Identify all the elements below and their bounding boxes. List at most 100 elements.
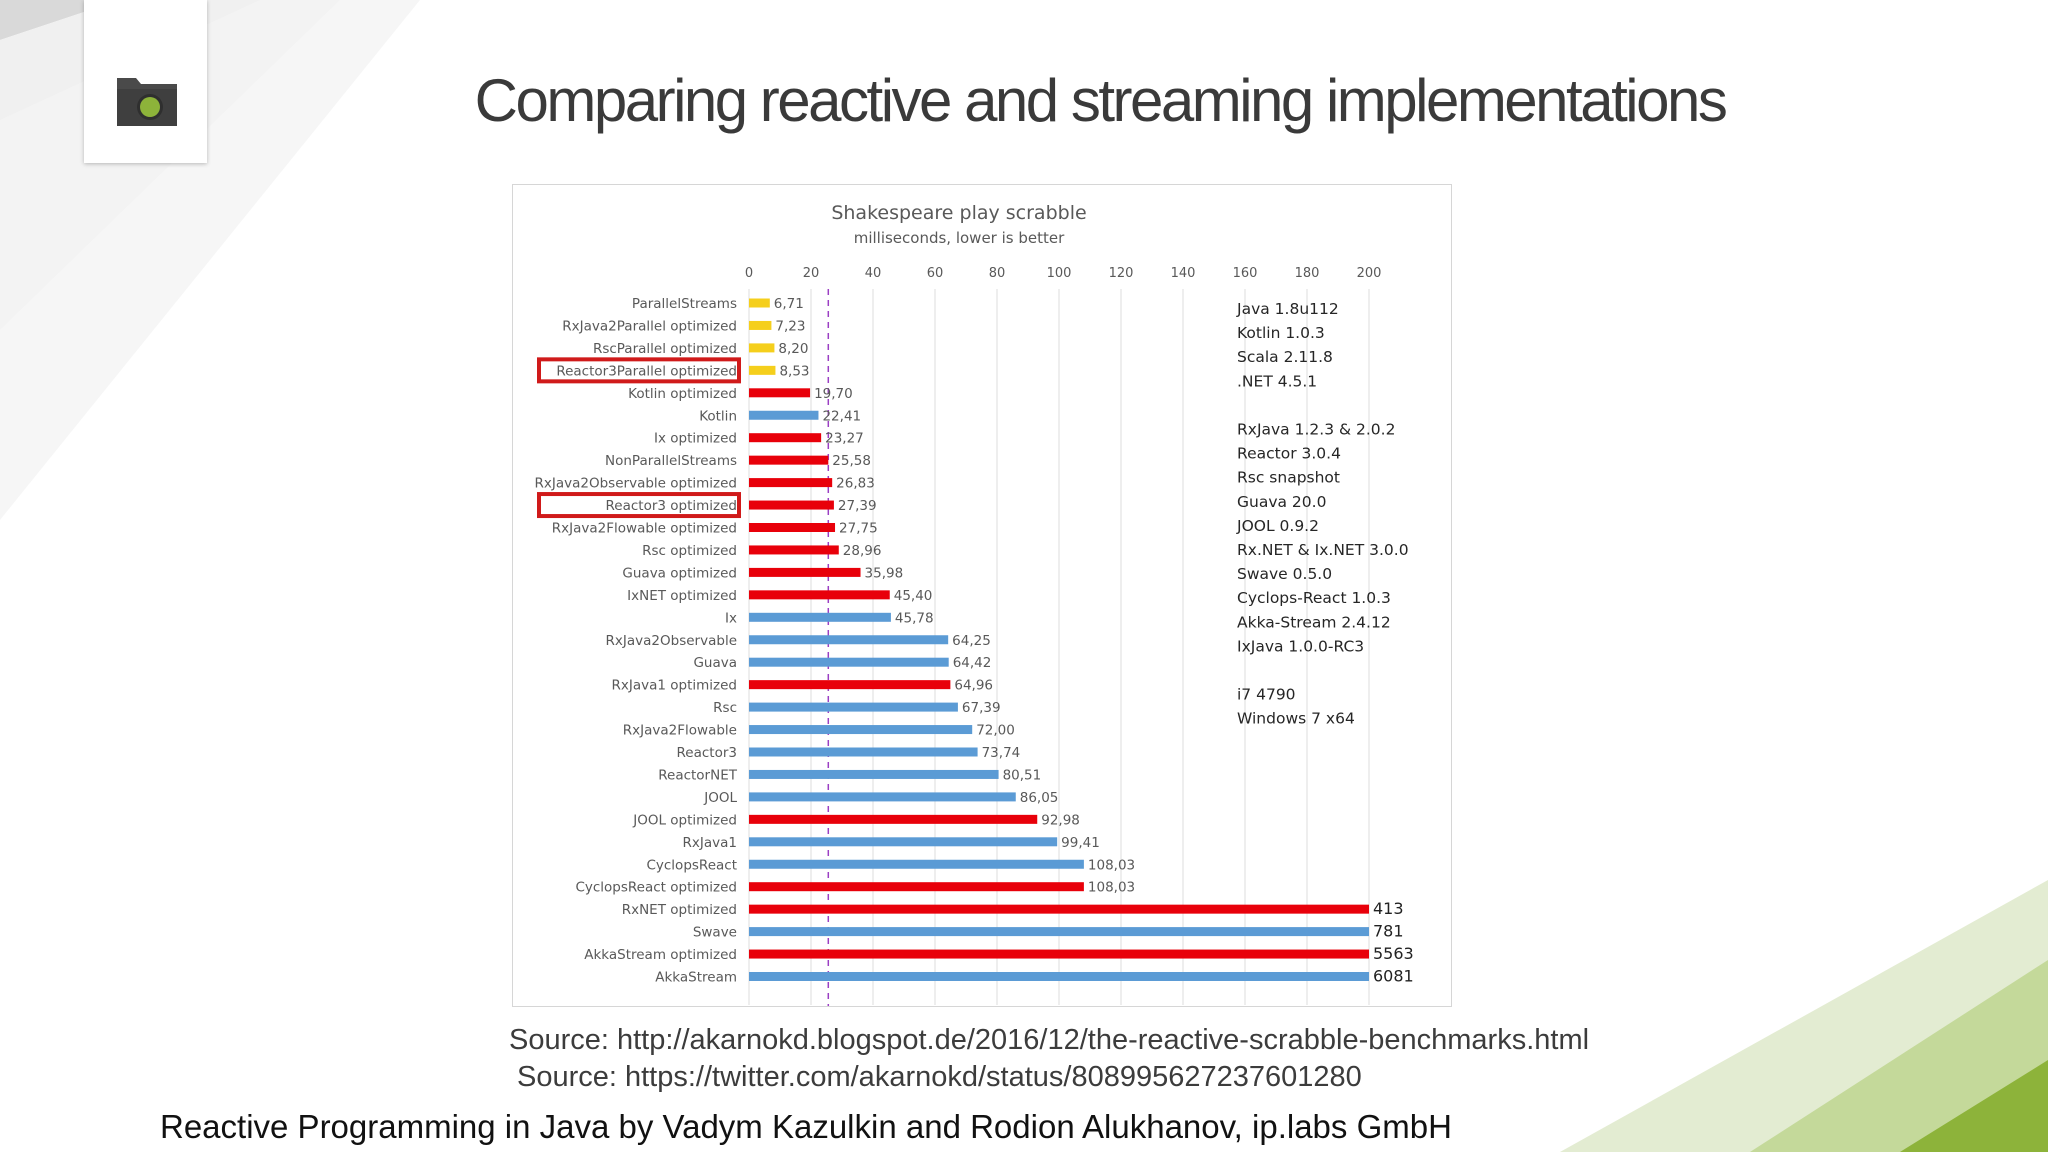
value-label: 7,23 (775, 318, 805, 334)
annotation-text: Scala 2.11.8 (1237, 348, 1333, 366)
chart-frame: Shakespeare play scrabble milliseconds, l… (512, 184, 1452, 1007)
category-label: Kotlin optimized (628, 386, 737, 402)
bar-chart: Shakespeare play scrabble milliseconds, l… (535, 202, 1414, 1006)
value-label: 8,20 (778, 341, 808, 357)
value-label: 5563 (1373, 944, 1414, 963)
category-label: Rsc optimized (642, 543, 737, 559)
bar (749, 612, 891, 622)
category-label: RxJava1 optimized (611, 678, 737, 694)
category-label: AkkaStream optimized (584, 947, 737, 963)
value-label: 45,40 (894, 588, 933, 604)
chart-title: Shakespeare play scrabble (831, 202, 1086, 224)
category-label: Ix (725, 610, 737, 626)
logo-card (84, 0, 207, 163)
value-label: 64,96 (954, 678, 993, 694)
category-label: RscParallel optimized (593, 341, 737, 357)
annotation-text: Guava 20.0 (1237, 493, 1326, 511)
x-tick-label: 0 (745, 266, 753, 281)
source-blog-link[interactable]: Source: http://akarnokd.blogspot.de/2016… (509, 1024, 1590, 1056)
source-twitter-link[interactable]: Source: https://twitter.com/akarnokd/sta… (517, 1061, 1362, 1093)
bar (749, 567, 861, 577)
bar (749, 410, 819, 420)
x-tick-label: 20 (803, 266, 820, 281)
value-label: 26,83 (836, 476, 875, 492)
category-label: Guava (693, 655, 737, 671)
bar (749, 590, 890, 600)
x-tick-label: 160 (1233, 266, 1258, 281)
category-label: Rsc (713, 700, 737, 716)
x-tick-label: 60 (927, 266, 944, 281)
bar (749, 927, 1369, 937)
category-label: Reactor3 (677, 745, 737, 761)
value-label: 6081 (1373, 967, 1414, 986)
footer-credit: Reactive Programming in Java by Vadym Ka… (160, 1108, 1452, 1145)
annotation-text: Cyclops-React 1.0.3 (1237, 589, 1391, 607)
bar (749, 298, 770, 308)
category-label: CyclopsReact optimized (575, 880, 737, 896)
category-label: JOOL optimized (632, 812, 737, 828)
bar (749, 320, 772, 330)
value-label: 22,41 (822, 408, 861, 424)
bar (749, 837, 1058, 847)
value-label: 25,58 (832, 453, 871, 469)
bar (749, 343, 775, 353)
annotation-text: Rsc snapshot (1237, 469, 1340, 487)
value-label: 108,03 (1088, 880, 1135, 896)
category-label: RxJava2Flowable optimized (552, 521, 737, 537)
bar (749, 455, 829, 465)
bar (749, 433, 822, 443)
bar (749, 657, 949, 667)
value-label: 108,03 (1088, 857, 1135, 873)
category-label: IxNET optimized (627, 588, 737, 604)
value-label: 72,00 (976, 723, 1015, 739)
x-tick-label: 80 (989, 266, 1006, 281)
category-label: ReactorNET (658, 767, 738, 783)
x-tick-label: 100 (1047, 266, 1072, 281)
value-label: 92,98 (1041, 812, 1080, 828)
category-label: JOOL (703, 790, 737, 806)
bar (749, 792, 1016, 802)
annotation-text: IxJava 1.0.0-RC3 (1237, 637, 1364, 655)
value-label: 99,41 (1061, 835, 1100, 851)
bar (749, 904, 1369, 914)
category-label: CyclopsReact (646, 857, 737, 873)
bg-shape-bottom-right-mid (1750, 960, 2048, 1152)
value-label: 413 (1373, 899, 1404, 918)
category-label: Reactor3Parallel optimized (556, 363, 737, 379)
value-label: 8,53 (779, 363, 809, 379)
bar (749, 702, 958, 712)
annotation-text: Swave 0.5.0 (1237, 565, 1332, 583)
value-label: 19,70 (814, 386, 853, 402)
value-label: 73,74 (982, 745, 1021, 761)
value-label: 80,51 (1003, 767, 1042, 783)
bar (749, 500, 834, 510)
bar (749, 545, 839, 555)
value-label: 23,27 (825, 431, 864, 447)
annotation-text: i7 4790 (1237, 686, 1296, 704)
folder-camera-icon (117, 78, 177, 126)
category-label: RxNET optimized (622, 902, 737, 918)
category-label: RxJava2Flowable (623, 723, 737, 739)
annotation-text: Akka-Stream 2.4.12 (1237, 613, 1391, 631)
highlight-box (537, 357, 741, 384)
value-label: 45,78 (895, 610, 934, 626)
value-label: 27,75 (839, 521, 878, 537)
x-tick-label: 140 (1171, 266, 1196, 281)
bar (749, 882, 1084, 892)
annotation-text: Windows 7 x64 (1237, 710, 1355, 728)
annotation-text: Java 1.8u112 (1236, 300, 1339, 318)
bar (749, 747, 978, 757)
x-tick-label: 200 (1357, 266, 1382, 281)
annotation-text: RxJava 1.2.3 & 2.0.2 (1237, 421, 1395, 439)
x-tick-label: 180 (1295, 266, 1320, 281)
bar (749, 478, 833, 488)
value-label: 64,25 (952, 633, 991, 649)
annotation-text: Reactor 3.0.4 (1237, 445, 1341, 463)
bar (749, 388, 811, 398)
value-label: 28,96 (843, 543, 882, 559)
value-label: 781 (1373, 922, 1404, 941)
bar (749, 949, 1369, 959)
bar (749, 680, 951, 690)
bg-shape-bottom-right-green (1900, 1060, 2048, 1152)
